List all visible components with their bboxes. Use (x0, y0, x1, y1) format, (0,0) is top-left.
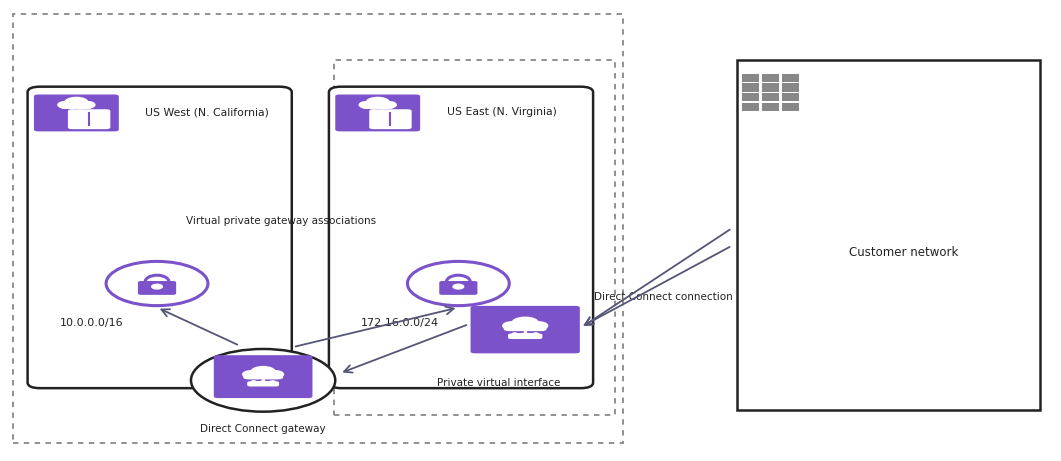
FancyBboxPatch shape (369, 109, 412, 129)
Circle shape (529, 322, 547, 330)
Circle shape (366, 97, 389, 107)
Circle shape (80, 101, 94, 108)
Text: US East (N. Virginia): US East (N. Virginia) (447, 107, 557, 117)
Circle shape (251, 366, 275, 377)
Circle shape (106, 261, 208, 306)
FancyBboxPatch shape (762, 103, 779, 111)
Text: Direct Connect connection: Direct Connect connection (594, 292, 732, 302)
Circle shape (271, 381, 275, 383)
Circle shape (152, 284, 162, 289)
FancyBboxPatch shape (782, 93, 799, 101)
FancyBboxPatch shape (742, 103, 759, 111)
Circle shape (381, 101, 396, 108)
FancyBboxPatch shape (508, 334, 542, 339)
Circle shape (261, 381, 265, 383)
FancyBboxPatch shape (362, 104, 394, 109)
Circle shape (512, 333, 517, 335)
Circle shape (65, 97, 88, 107)
Text: 10.0.0.0/16: 10.0.0.0/16 (59, 318, 123, 328)
FancyBboxPatch shape (742, 93, 759, 101)
FancyBboxPatch shape (742, 83, 759, 91)
Text: Customer network: Customer network (849, 246, 958, 259)
FancyBboxPatch shape (439, 281, 477, 295)
Circle shape (503, 322, 521, 330)
Circle shape (524, 324, 539, 331)
Circle shape (534, 333, 538, 335)
Circle shape (66, 103, 77, 109)
FancyBboxPatch shape (762, 73, 779, 82)
Circle shape (251, 381, 256, 383)
Text: Private virtual interface: Private virtual interface (437, 378, 560, 388)
FancyBboxPatch shape (762, 93, 779, 101)
Text: Virtual private gateway associations: Virtual private gateway associations (186, 216, 377, 226)
Circle shape (267, 371, 283, 378)
FancyBboxPatch shape (213, 355, 312, 398)
FancyBboxPatch shape (782, 83, 799, 91)
FancyBboxPatch shape (138, 281, 176, 295)
FancyBboxPatch shape (737, 60, 1040, 410)
Text: US West (N. California): US West (N. California) (145, 107, 269, 117)
Circle shape (377, 103, 388, 109)
Circle shape (511, 324, 526, 331)
Circle shape (58, 101, 73, 108)
FancyBboxPatch shape (34, 95, 119, 131)
Circle shape (250, 372, 264, 378)
FancyBboxPatch shape (247, 381, 279, 386)
FancyBboxPatch shape (504, 324, 546, 331)
Circle shape (407, 261, 509, 306)
Circle shape (360, 101, 375, 108)
FancyBboxPatch shape (335, 95, 420, 131)
FancyBboxPatch shape (742, 73, 759, 82)
FancyBboxPatch shape (782, 73, 799, 82)
FancyBboxPatch shape (68, 109, 110, 129)
FancyBboxPatch shape (762, 83, 779, 91)
Text: Direct Connect gateway: Direct Connect gateway (201, 424, 326, 434)
FancyBboxPatch shape (470, 306, 579, 354)
Circle shape (453, 284, 464, 289)
FancyBboxPatch shape (60, 104, 92, 109)
Circle shape (262, 372, 276, 378)
Circle shape (367, 103, 379, 109)
FancyBboxPatch shape (782, 103, 799, 111)
FancyBboxPatch shape (28, 87, 292, 388)
FancyBboxPatch shape (329, 87, 593, 388)
Circle shape (511, 317, 539, 329)
Circle shape (243, 371, 259, 378)
Text: 172.16.0.0/24: 172.16.0.0/24 (361, 318, 439, 328)
FancyBboxPatch shape (243, 372, 283, 379)
Circle shape (75, 103, 87, 109)
Circle shape (523, 333, 527, 335)
Circle shape (191, 349, 335, 412)
